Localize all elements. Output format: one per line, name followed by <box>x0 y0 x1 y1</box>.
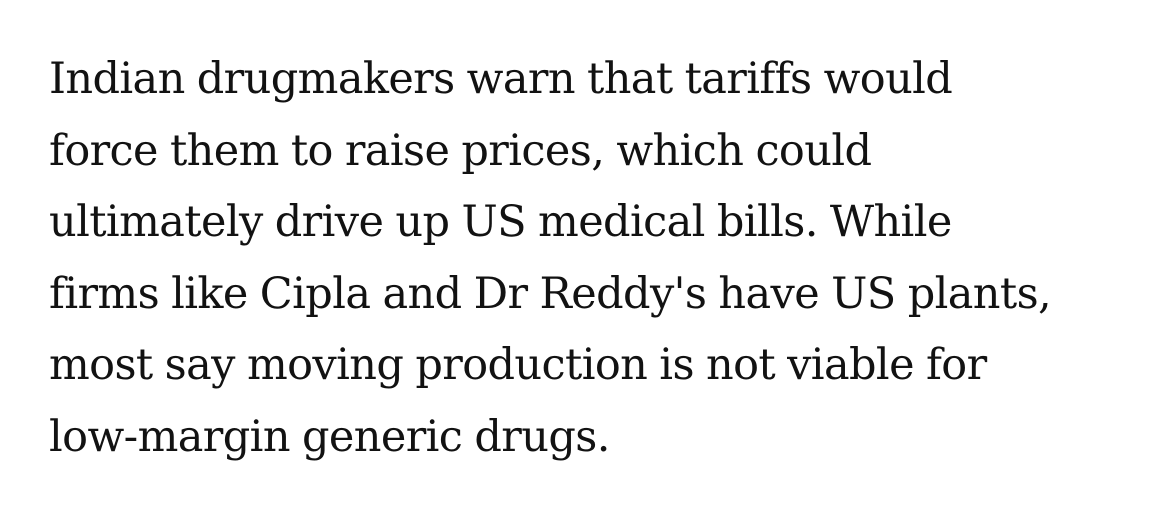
article-body: Indian drugmakers warn that tariffs woul… <box>49 44 1149 473</box>
paragraph-line: force them to raise prices, which could <box>49 125 872 176</box>
paragraph-line: most say moving production is not viable… <box>49 340 987 390</box>
paragraph-line: low-margin generic drugs. <box>49 411 610 462</box>
paragraph-line: firms like Cipla and Dr Reddy's have US … <box>49 268 1052 319</box>
article-paragraph: Indian drugmakers warn that tariffs woul… <box>49 44 1149 473</box>
paragraph-line: Indian drugmakers warn that tariffs woul… <box>49 54 953 104</box>
paragraph-line: ultimately drive up US medical bills. Wh… <box>49 197 952 247</box>
